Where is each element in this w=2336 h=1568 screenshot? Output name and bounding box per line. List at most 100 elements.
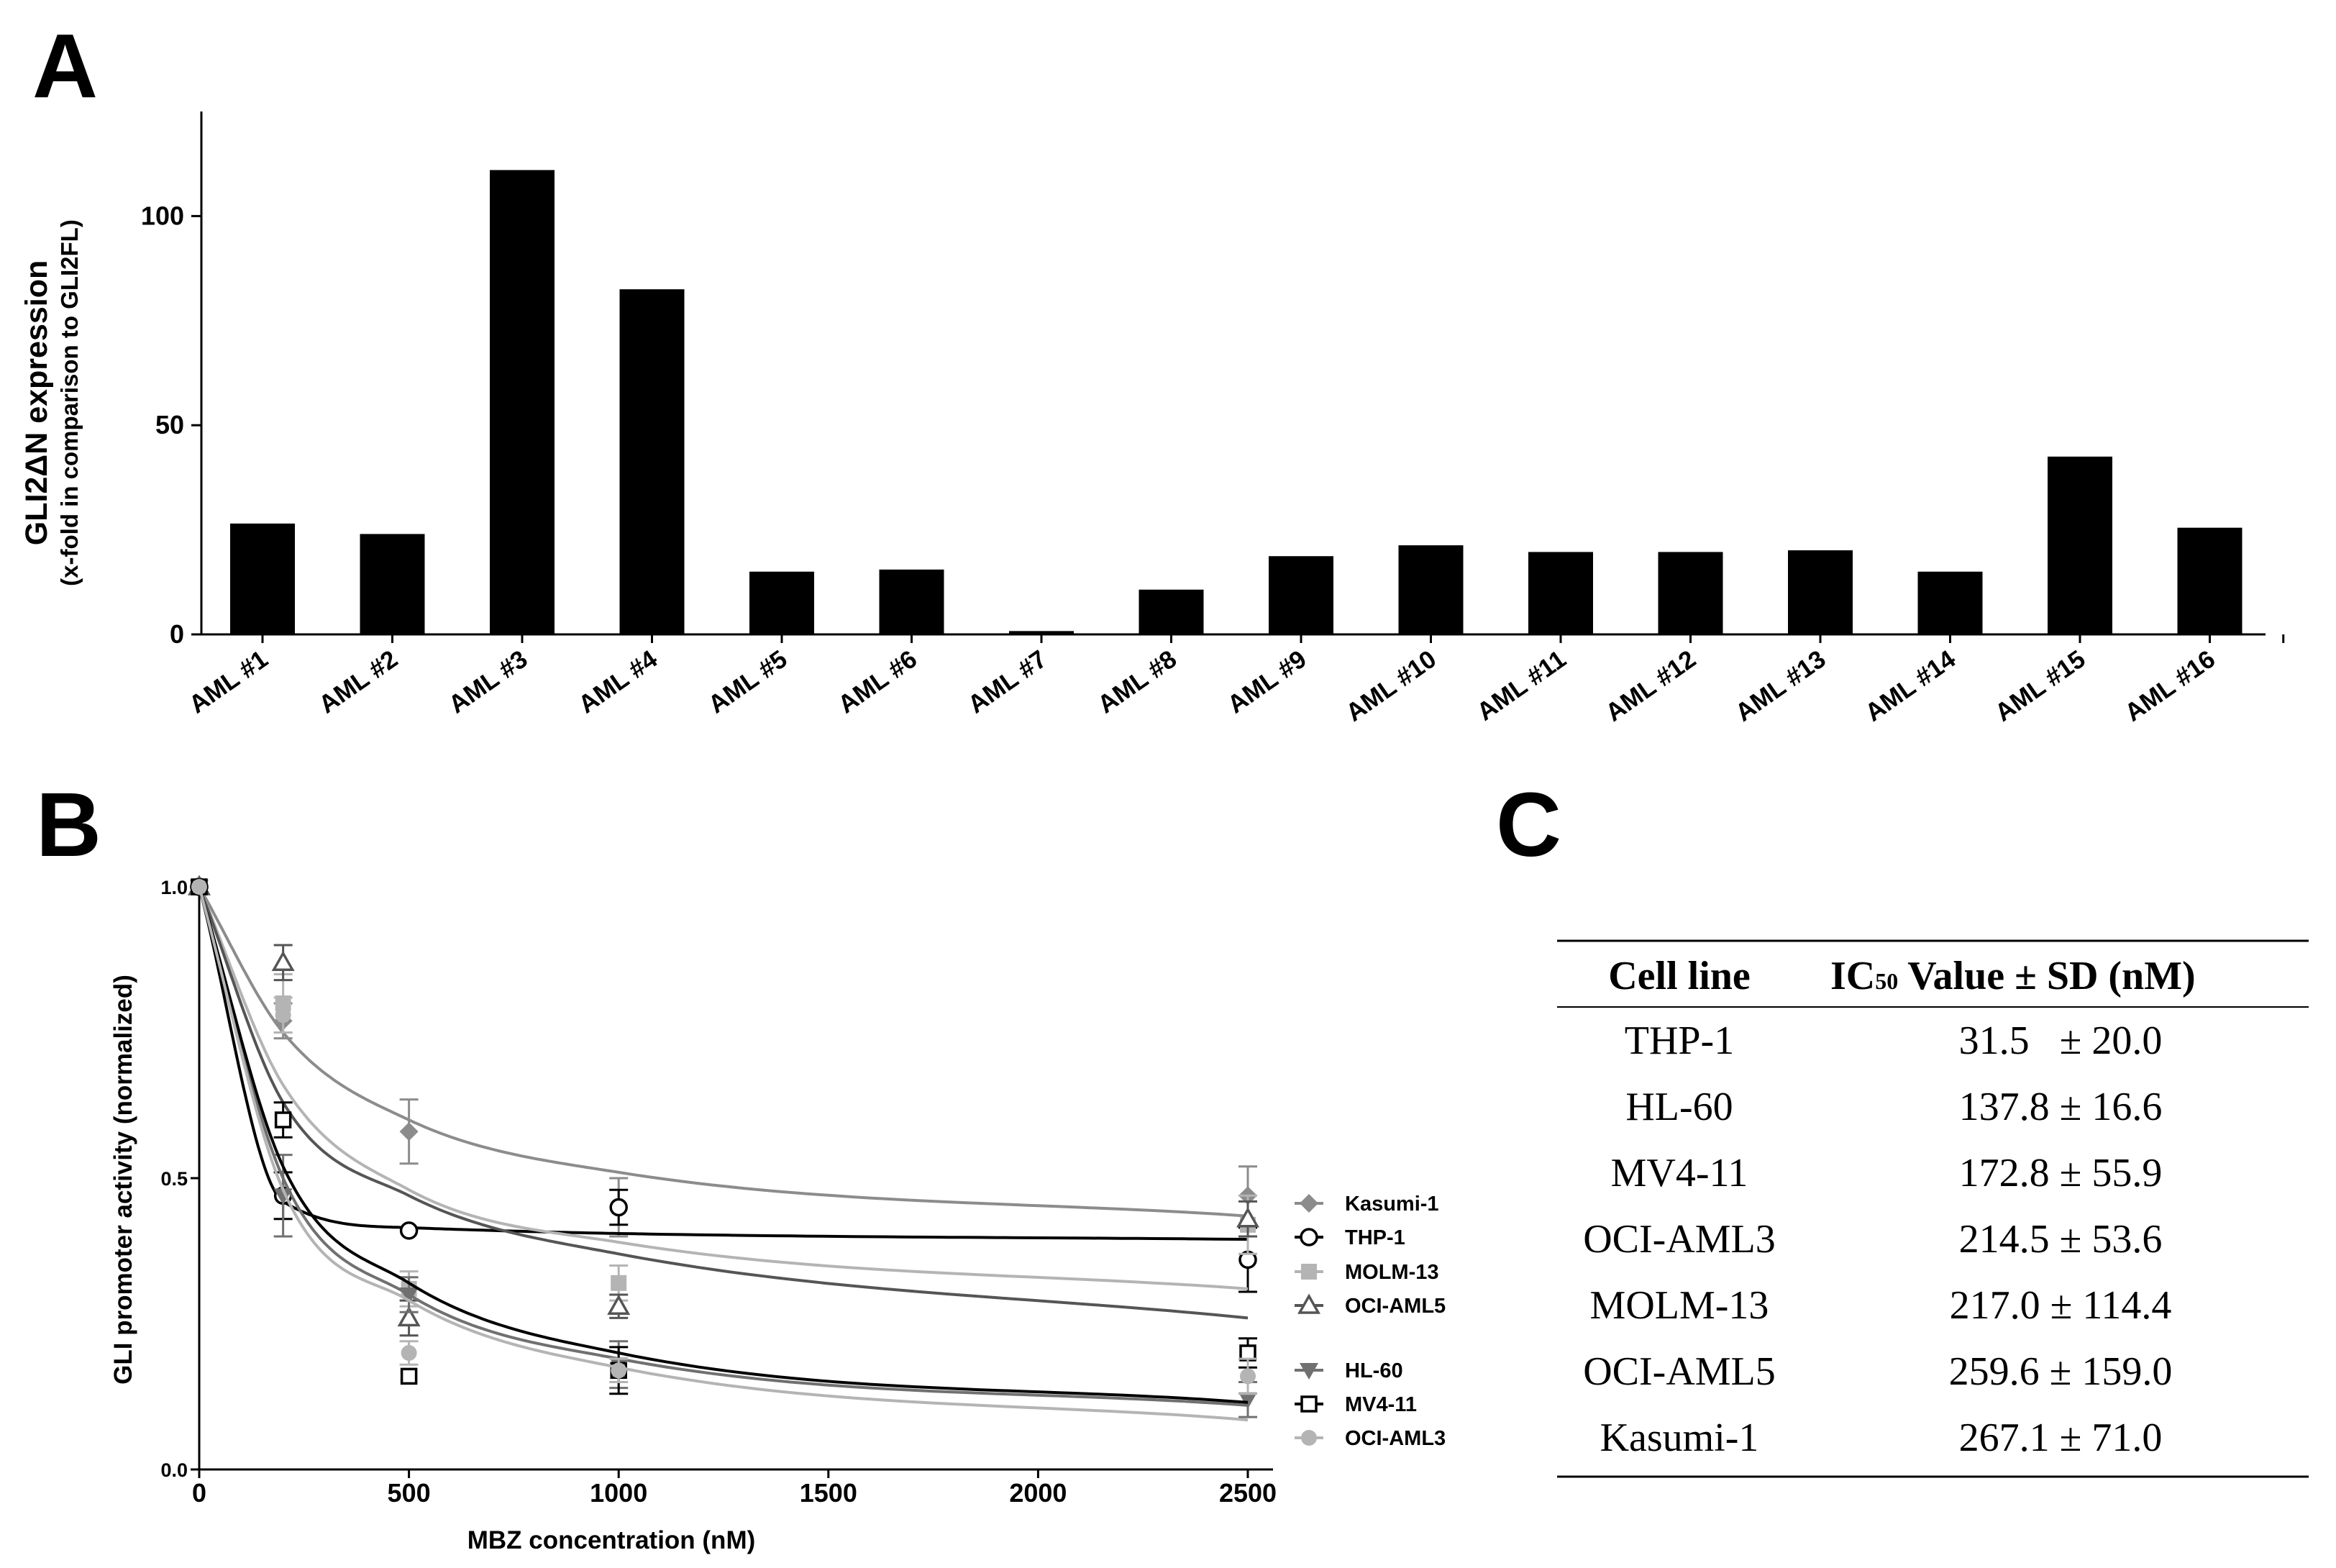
bar-category-label: AML #11 (1472, 645, 1571, 726)
data-point-mv4-11 (400, 1367, 418, 1385)
bar-category-label: AML #8 (1092, 645, 1182, 719)
bar-category-label: AML #7 (963, 645, 1052, 719)
table-header-ic50: IC50 Value ± SD (nM) (1830, 954, 2196, 998)
dose-response-x-axis-label: MBZ concentration (nM) (467, 1526, 756, 1554)
bar-category-label: AML #16 (2120, 645, 2220, 727)
legend-label: MOLM-13 (1345, 1261, 1439, 1284)
data-point-thp-1 (399, 1221, 419, 1240)
bar-aml-11 (1528, 552, 1593, 634)
legend-label: HL-60 (1345, 1359, 1403, 1382)
legend-label: OCI-AML3 (1345, 1427, 1446, 1450)
table-cell-ic50-value: 217.0 ± 114.4 (1950, 1283, 2172, 1328)
data-point-oci-aml3 (611, 1362, 627, 1379)
dose-response-x-tick-label: 500 (388, 1478, 431, 1508)
bar-aml-5 (749, 571, 814, 634)
panel-letter-b: B (36, 774, 101, 875)
fit-curve-oci-aml3 (198, 886, 1249, 1422)
data-point-oci-aml5 (271, 950, 295, 972)
legend-marker (1301, 1264, 1317, 1280)
legend-label: Kasumi-1 (1345, 1193, 1439, 1216)
data-point-oci-aml3 (401, 1345, 417, 1361)
bar-aml-3 (490, 170, 555, 634)
bar-aml-10 (1398, 545, 1464, 634)
table-cell-line-name: MV4-11 (1611, 1151, 1748, 1195)
legend-item-mv4-11: MV4-11 (1295, 1393, 1417, 1416)
legend-marker (1297, 1293, 1320, 1314)
fit-curve-oci-aml5 (198, 886, 1249, 1320)
legend-item-oci-aml3: OCI-AML3 (1295, 1427, 1446, 1450)
data-point-oci-aml3 (275, 1007, 291, 1024)
data-point-oci-aml3 (1240, 1368, 1256, 1385)
dose-response-chart: MBZ concentration (nM) GLI promoter acti… (109, 875, 1446, 1554)
bar-category-label: AML #15 (1990, 645, 2091, 727)
dose-response-y-tick-label: 1.0 (160, 877, 188, 898)
data-point-mv4-11 (274, 1111, 292, 1129)
table-cell-ic50-value: 214.5 ± 53.6 (1959, 1217, 2163, 1262)
legend-item-oci-aml5: OCI-AML5 (1295, 1293, 1446, 1318)
table-cell-ic50-value: 31.5 ± 20.0 (1959, 1018, 2163, 1063)
data-point-oci-aml3 (191, 879, 207, 895)
panel-letter-c: C (1496, 774, 1561, 875)
data-point-oci-aml5 (397, 1305, 421, 1327)
fit-curve-hl-60 (198, 886, 1249, 1407)
table-header-ic-subscript: 50 (1875, 968, 1898, 994)
bar-chart-y-axis-sublabel: (x-fold in comparison to GLI2FL) (56, 219, 83, 586)
ic50-table: Cell line IC50 Value ± SD (nM) THP-1 31.5… (1557, 939, 2309, 1478)
bar-aml-12 (1658, 552, 1723, 634)
data-point-hl-60 (399, 1287, 419, 1304)
bar-category-label: AML #14 (1860, 644, 1961, 726)
table-cell-line-name: OCI-AML3 (1583, 1217, 1776, 1262)
legend-marker (1300, 1363, 1318, 1380)
legend-label: OCI-AML5 (1345, 1295, 1446, 1318)
bar-aml-16 (2177, 527, 2243, 634)
series-mv4-11 (191, 878, 1257, 1404)
table-cell-ic50-value: 267.1 ± 71.0 (1959, 1416, 2163, 1460)
series-hl-60 (190, 880, 1257, 1418)
bar-category-label: AML #3 (444, 645, 533, 719)
bar-category-label: AML #4 (573, 644, 662, 719)
table-header-value-sd: Value ± SD (nM) (1898, 954, 2195, 998)
data-point-oci-aml5 (607, 1294, 631, 1315)
dose-response-y-tick-label: 0.0 (160, 1459, 188, 1481)
bar-category-label: AML #13 (1730, 645, 1831, 727)
data-point-hl-60 (1238, 1392, 1257, 1409)
dose-response-x-tick-label: 1000 (590, 1478, 647, 1508)
bar-category-label: AML #12 (1600, 645, 1701, 727)
dose-response-y-axis-label: GLI promoter activity (normalized) (109, 975, 137, 1385)
legend-item-kasumi-1: Kasumi-1 (1295, 1193, 1439, 1216)
bar-aml-6 (879, 569, 944, 634)
table-cell-ic50-value: 172.8 ± 55.9 (1959, 1151, 2163, 1195)
fit-curve-mv4-11 (198, 886, 1249, 1404)
data-point-hl-60 (273, 1188, 293, 1205)
legend-marker (1301, 1430, 1317, 1446)
dose-response-y-tick-label: 0.5 (160, 1168, 188, 1190)
series-kasumi-1 (190, 878, 1257, 1238)
data-point-oci-aml5 (1236, 1207, 1259, 1228)
table-cell-line-name: THP-1 (1625, 1018, 1734, 1063)
bar-aml-13 (1788, 550, 1853, 634)
legend-marker (1300, 1395, 1318, 1413)
bar-aml-2 (360, 534, 425, 634)
fit-curve-kasumi-1 (198, 886, 1249, 1218)
bar-category-label: AML #9 (1223, 645, 1312, 719)
table-cell-line-name: Kasumi-1 (1600, 1416, 1759, 1460)
panel-letter-a: A (32, 15, 98, 117)
bar-chart-y-tick-label: 50 (155, 410, 184, 439)
bar-chart-gli2dn-expression: GLI2ΔN expression (x-fold in comparison … (19, 111, 2285, 727)
table-cell-ic50-value: 137.8 ± 16.6 (1959, 1085, 2163, 1129)
bar-aml-8 (1139, 589, 1204, 634)
bar-aml-1 (230, 523, 295, 634)
table-cell-ic50-value: 259.6 ± 159.0 (1949, 1349, 2173, 1394)
table-cell-line-name: MOLM-13 (1590, 1283, 1769, 1328)
bar-category-label: AML #6 (833, 645, 922, 719)
bar-chart-y-tick-label: 0 (170, 619, 184, 649)
data-point-kasumi-1 (399, 1122, 419, 1141)
bar-category-label: AML #5 (703, 645, 793, 719)
table-cell-line-name: OCI-AML5 (1583, 1349, 1776, 1394)
legend-marker (1300, 1194, 1318, 1213)
series-thp-1 (190, 878, 1257, 1293)
legend-item-hl-60: HL-60 (1295, 1359, 1403, 1382)
bar-aml-15 (2048, 456, 2112, 634)
bar-chart-y-axis-label: GLI2ΔN expression (19, 260, 54, 546)
